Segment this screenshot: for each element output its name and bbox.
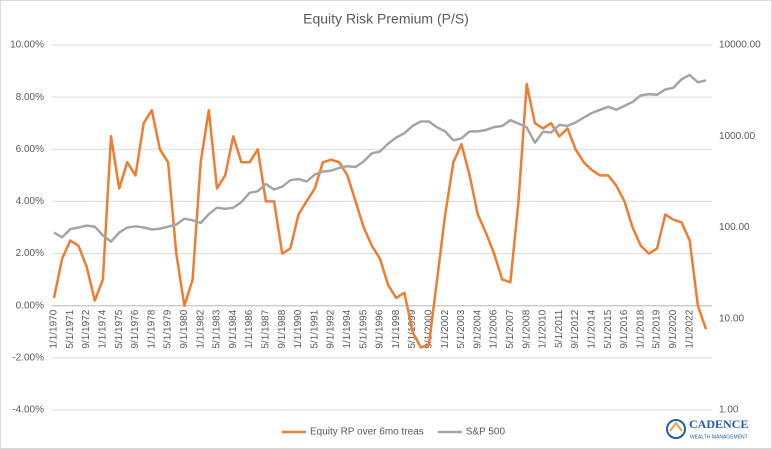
x-tick-label: 1/1/1978	[146, 309, 157, 348]
y2-tick-label: 100.00	[719, 222, 750, 233]
x-tick-label: 1/1/1986	[244, 309, 255, 348]
x-tick-label: 9/1/1976	[130, 309, 141, 348]
x-tick-label: 5/1/1983	[212, 309, 223, 348]
x-tick-label: 5/1/2015	[603, 309, 614, 348]
y-tick-label: 10.00%	[10, 40, 44, 51]
x-tick-label: 9/1/2012	[570, 309, 581, 348]
x-tick-label: 1/1/1982	[195, 309, 206, 348]
x-tick-label: 1/1/2010	[538, 309, 549, 348]
y-tick-label: 0.00%	[16, 300, 44, 311]
x-tick-label: 1/1/1990	[293, 309, 304, 348]
x-tick-label: 1/1/1998	[391, 309, 402, 348]
x-tick-label: 9/1/2000	[424, 309, 435, 348]
brand-name: CADENCE	[689, 417, 748, 431]
x-tick-label: 1/1/2018	[635, 309, 646, 348]
x-tick-label: 9/1/1984	[228, 309, 239, 348]
x-tick-label: 5/1/1975	[114, 309, 125, 348]
series-line	[52, 82, 708, 349]
legend-item: Equity RP over 6mo treas	[282, 427, 424, 438]
x-tick-label: 9/1/2020	[668, 309, 679, 348]
x-tick-label: 5/1/1987	[261, 309, 272, 348]
chart-title: Equity Risk Premium (P/S)	[303, 11, 469, 27]
y-tick-label: 6.00%	[16, 144, 44, 155]
x-tick-label: 1/1/1974	[98, 309, 109, 348]
y2-tick-label: 1.00	[719, 405, 739, 416]
x-tick-label: 9/1/2008	[521, 309, 532, 348]
x-tick-label: 5/1/2007	[505, 309, 516, 348]
y2-tick-label: 10000.00	[719, 40, 761, 51]
y-tick-label: 4.00%	[16, 196, 44, 207]
x-tick-label: 9/1/2016	[619, 309, 630, 348]
legend-item: S&P 500	[437, 427, 506, 438]
x-tick-label: 9/1/1972	[81, 309, 92, 348]
x-tick-label: 5/1/1991	[309, 309, 320, 348]
x-tick-label: 1/1/1994	[342, 309, 353, 348]
x-tick-label: 1/1/1970	[49, 309, 60, 348]
brand-logo: CADENCE WEALTH MANAGEMENT	[666, 417, 748, 440]
x-tick-label: 5/1/2003	[456, 309, 467, 348]
x-tick-label: 9/1/1996	[375, 309, 386, 348]
x-tick-label: 9/1/1992	[326, 309, 337, 348]
legend-label: Equity RP over 6mo treas	[310, 427, 424, 438]
x-tick-label: 1/1/2002	[440, 309, 451, 348]
x-tick-label: 5/1/1995	[358, 309, 369, 348]
x-tick-label: 1/1/2014	[587, 309, 598, 348]
y-tick-label: -4.00%	[12, 405, 44, 416]
x-tick-label: 1/1/2022	[684, 309, 695, 348]
y2-tick-label: 1000.00	[719, 131, 756, 142]
x-tick-label: 9/1/2004	[472, 309, 483, 348]
x-tick-label: 5/1/1971	[65, 309, 76, 348]
y-tick-label: 2.00%	[16, 248, 44, 259]
x-tick-label: 1/1/2006	[489, 309, 500, 348]
y2-tick-label: 10.00	[719, 313, 744, 324]
x-tick-label: 5/1/1979	[163, 309, 174, 348]
legend-label: S&P 500	[466, 427, 506, 438]
x-tick-label: 5/1/2011	[554, 309, 565, 348]
brand-tagline: WEALTH MANAGEMENT	[690, 434, 748, 440]
x-tick-label: 9/1/1988	[277, 309, 288, 348]
y-tick-label: -2.00%	[12, 352, 44, 363]
series-line	[53, 73, 707, 243]
x-tick-label: 5/1/2019	[652, 309, 663, 348]
y-tick-label: 8.00%	[16, 92, 44, 103]
x-tick-label: 9/1/1980	[179, 309, 190, 348]
logo-icon	[666, 419, 686, 439]
logo-icon-mark	[669, 421, 683, 432]
